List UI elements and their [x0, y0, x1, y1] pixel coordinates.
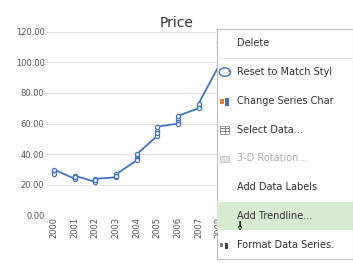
Point [113, 172, 119, 176]
Point [175, 120, 181, 124]
Point [72, 174, 78, 178]
Point [92, 177, 98, 181]
Point [196, 105, 201, 109]
Point [155, 131, 160, 135]
Point [72, 175, 78, 179]
Point [155, 134, 160, 138]
Point [175, 117, 181, 121]
Point [113, 175, 119, 179]
Point [51, 172, 57, 176]
Point [92, 178, 98, 183]
Point [51, 168, 57, 172]
Point [134, 155, 139, 159]
Point [134, 158, 139, 163]
Point [51, 169, 57, 173]
Text: Price: Price [160, 16, 193, 30]
Point [72, 177, 78, 181]
Point [155, 129, 160, 133]
Text: Change Series Char: Change Series Char [237, 96, 333, 106]
Text: Delete: Delete [237, 38, 269, 48]
Point [216, 63, 222, 67]
Point [196, 102, 201, 106]
Point [113, 174, 119, 178]
Point [92, 180, 98, 184]
Text: 3-D Rotation...: 3-D Rotation... [237, 153, 307, 163]
Point [196, 106, 201, 110]
Point [175, 122, 181, 126]
Point [216, 45, 222, 49]
Point [216, 42, 222, 46]
Text: Reset to Match Styl: Reset to Match Styl [237, 67, 331, 77]
Point [92, 178, 98, 183]
Point [216, 40, 222, 44]
Text: Format Data Series.: Format Data Series. [237, 240, 334, 250]
Point [113, 174, 119, 178]
Text: Select Data...: Select Data... [237, 125, 302, 135]
Text: Add Trendline...: Add Trendline... [237, 211, 312, 221]
Point [134, 152, 139, 156]
Point [134, 157, 139, 161]
Point [155, 125, 160, 129]
Point [72, 175, 78, 179]
Text: Add Data Labels: Add Data Labels [237, 182, 317, 192]
Point [175, 114, 181, 118]
